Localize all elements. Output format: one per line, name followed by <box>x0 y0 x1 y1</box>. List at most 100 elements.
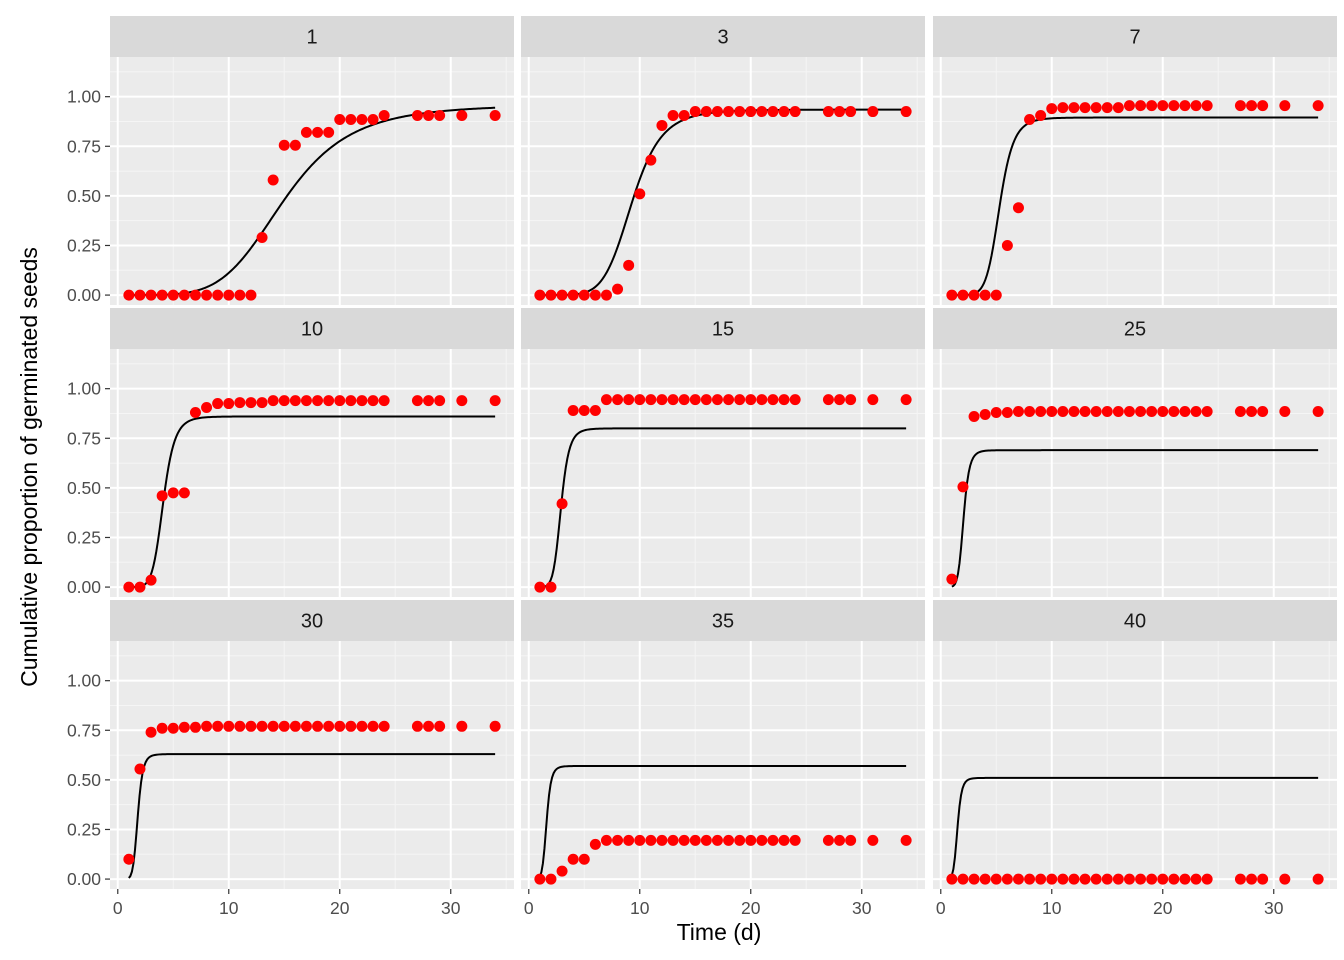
facet-strip <box>521 16 925 57</box>
data-point <box>1146 100 1158 112</box>
data-point <box>1057 102 1069 114</box>
data-point <box>145 289 157 301</box>
data-point <box>423 110 435 122</box>
data-point <box>667 834 679 846</box>
panel-background <box>110 57 514 305</box>
data-point <box>834 834 846 846</box>
data-point <box>700 394 712 406</box>
data-point <box>656 394 668 406</box>
data-point <box>957 289 969 301</box>
facet-panel-25: 25 <box>933 308 1337 597</box>
data-point <box>834 106 846 118</box>
data-point <box>167 487 179 499</box>
y-tick-label: 0.00 <box>67 869 101 889</box>
data-point <box>789 106 801 118</box>
data-point <box>367 720 379 732</box>
data-point <box>667 110 679 122</box>
data-point <box>1234 873 1246 885</box>
data-point <box>556 289 568 301</box>
data-point <box>600 394 612 406</box>
data-point <box>156 289 168 301</box>
data-point <box>745 106 757 118</box>
data-point <box>689 394 701 406</box>
data-point <box>1123 100 1135 112</box>
data-point <box>312 720 324 732</box>
data-point <box>623 834 635 846</box>
data-point <box>278 395 290 407</box>
data-point <box>711 394 723 406</box>
data-point <box>1057 873 1069 885</box>
facet-strip <box>933 16 1337 57</box>
data-point <box>734 106 746 118</box>
data-point <box>289 720 301 732</box>
data-point <box>600 289 612 301</box>
data-point <box>1135 100 1147 112</box>
facet-panel-1: 1 0.00 0.25 0.50 0.75 1.00 <box>67 16 514 305</box>
facet-strip-label: 40 <box>1124 611 1146 633</box>
data-point <box>223 398 235 410</box>
x-tick-label: 20 <box>330 898 350 918</box>
data-point <box>979 289 991 301</box>
data-point <box>534 581 546 593</box>
data-point <box>1090 873 1102 885</box>
data-point <box>267 395 279 407</box>
y-tick-label: 0.00 <box>67 285 101 305</box>
data-point <box>1201 873 1213 885</box>
data-point <box>123 853 135 865</box>
data-point <box>946 873 958 885</box>
x-tick-label: 20 <box>1153 898 1173 918</box>
data-point <box>645 834 657 846</box>
data-point <box>734 394 746 406</box>
data-point <box>778 394 790 406</box>
data-point <box>411 110 423 122</box>
data-point <box>567 853 579 865</box>
data-point <box>245 289 257 301</box>
fitted-curve <box>128 753 496 879</box>
panel-background <box>110 349 514 597</box>
data-point <box>1079 873 1091 885</box>
y-axis-title: Cumulative proportion of germinated seed… <box>16 247 42 687</box>
y-tick-label: 0.25 <box>67 235 101 255</box>
data-point <box>334 720 346 732</box>
x-tick-label: 10 <box>219 898 239 918</box>
y-tick-label: 0.50 <box>67 770 101 790</box>
data-point <box>745 394 757 406</box>
data-point <box>556 865 568 877</box>
data-point <box>1001 873 1013 885</box>
data-point <box>1101 873 1113 885</box>
panel-background <box>110 641 514 889</box>
y-tick-label: 0.25 <box>67 527 101 547</box>
data-point <box>789 834 801 846</box>
y-tick-label: 0.75 <box>67 428 101 448</box>
data-point <box>201 289 213 301</box>
data-point <box>1257 873 1269 885</box>
data-point <box>1246 405 1258 417</box>
data-point <box>567 405 579 417</box>
data-point <box>545 873 557 885</box>
y-tick-label: 1.00 <box>67 671 101 691</box>
data-point <box>1035 405 1047 417</box>
data-point <box>145 574 157 586</box>
data-point <box>767 106 779 118</box>
data-point <box>256 232 268 244</box>
facet-strip <box>110 308 514 349</box>
fitted-curve <box>539 108 907 297</box>
data-point <box>634 188 646 200</box>
data-point <box>367 113 379 125</box>
data-point <box>178 721 190 733</box>
data-point <box>1068 873 1080 885</box>
data-point <box>134 763 146 775</box>
data-point <box>1246 873 1258 885</box>
data-point <box>334 395 346 407</box>
facet-strip-label: 25 <box>1124 319 1146 341</box>
data-point <box>189 289 201 301</box>
data-point <box>1312 100 1324 112</box>
data-point <box>656 834 668 846</box>
data-point <box>822 834 834 846</box>
data-point <box>1146 405 1158 417</box>
data-point <box>534 873 546 885</box>
data-point <box>411 395 423 407</box>
data-point <box>778 106 790 118</box>
data-point <box>1279 100 1291 112</box>
data-point <box>1190 100 1202 112</box>
